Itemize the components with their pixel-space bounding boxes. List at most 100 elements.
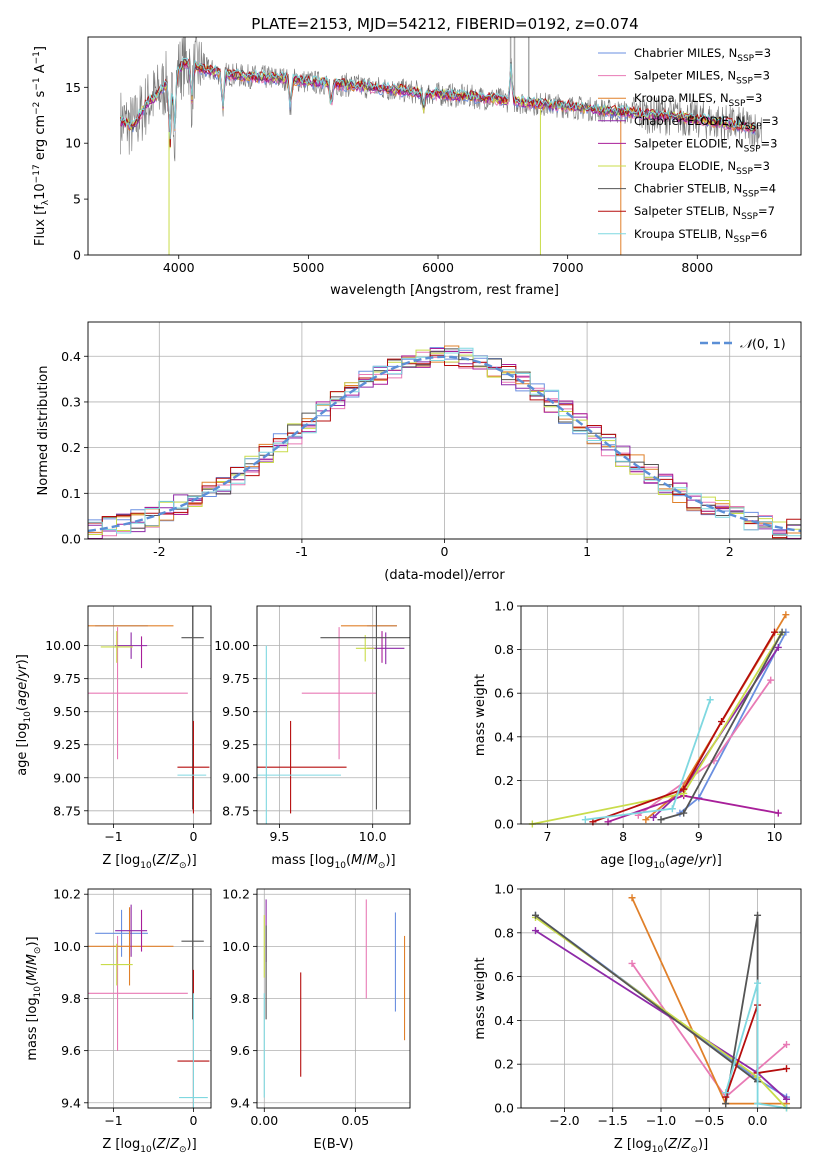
axes-residuals: -2 -1 0 1 2 0.0 0.1 0.2 0.3 0.4 𝒩(0, 1) (data-model… xyxy=(36,321,802,583)
x-axis-label: mass [log10(M/M⊙)] xyxy=(271,853,395,871)
line-kroupa_stelib xyxy=(724,982,787,1109)
legend-args: (0, 1) xyxy=(752,336,786,351)
x-axis-label: age [log10(age/yr)] xyxy=(600,853,722,871)
normal-curve xyxy=(88,355,801,533)
y-tick-label: 0.4 xyxy=(61,349,81,364)
y-tick-label: 0.2 xyxy=(61,440,81,455)
marker-kroupa_stelib xyxy=(706,696,714,704)
label-part: age [log xyxy=(15,723,30,776)
label-part: −1 xyxy=(32,51,42,64)
label-part: ( xyxy=(665,853,670,868)
x-tick-label: 0 xyxy=(441,544,449,559)
y-tick-label: 9.8 xyxy=(230,991,250,1006)
marker-kroupa_miles xyxy=(642,816,650,824)
label-part: =3 xyxy=(761,136,778,150)
line-kroupa_elodie xyxy=(532,633,782,825)
x-tick-label: 8000 xyxy=(681,260,713,275)
x-tick-label: 7000 xyxy=(552,260,584,275)
label-part: −17 xyxy=(32,164,42,183)
marker-kroupa_miles xyxy=(782,611,790,619)
label-part: ⊙ xyxy=(179,1145,187,1155)
y-tick-label: 0.0 xyxy=(494,817,514,832)
line-kroupa_miles xyxy=(645,614,787,821)
x-tick-label: 0.00 xyxy=(250,1113,278,1128)
y-tick-label: 0.6 xyxy=(494,686,514,701)
label-part: Chabrier ELODIE, N xyxy=(634,114,745,128)
y-axis-label: Flux [fλ10−17 erg cm−2 s−1 A−1] xyxy=(32,46,51,246)
marker-chabrier_stelib xyxy=(531,911,539,919)
marker-chabrier_elodie xyxy=(774,643,782,651)
label-part: 10 xyxy=(335,861,347,871)
axes-frame xyxy=(87,888,212,1109)
y-tick-label: 9.6 xyxy=(61,1043,81,1058)
label-part: )] xyxy=(187,853,197,868)
x-tick-label: 10 xyxy=(767,829,783,844)
label-part: ⊙ xyxy=(33,947,43,955)
x-tick-label: 0 xyxy=(189,829,197,844)
lines xyxy=(528,611,790,828)
label-part: ( xyxy=(663,1137,668,1152)
x-tick-label: -1 xyxy=(296,544,308,559)
data-spectrum xyxy=(120,37,763,162)
y-tick-label: 0.0 xyxy=(494,1101,514,1116)
axes-frame xyxy=(520,605,802,825)
axes-frame xyxy=(256,888,411,1109)
line-salpeter_elodie xyxy=(607,794,779,823)
label-part: / xyxy=(15,677,30,682)
y-tick-label: 0.4 xyxy=(494,1013,514,1028)
label-part: ( xyxy=(152,1137,157,1152)
label-part: =3 xyxy=(745,91,762,105)
legend-entry: Chabrier STELIB, NSSP=4 xyxy=(634,182,776,200)
marker-chabrier_stelib xyxy=(754,911,762,919)
x-axis-label: E(B-V) xyxy=(313,1137,353,1152)
label-part: ( xyxy=(152,853,157,868)
legend-entry: Chabrier MILES, NSSP=3 xyxy=(634,46,771,64)
label-part: −1 xyxy=(32,77,42,90)
axes-frame xyxy=(87,605,212,825)
x-axis-label: Z [log10(Z/Z⊙)] xyxy=(102,1137,196,1155)
y-tick-label: 9.25 xyxy=(222,737,250,752)
x-tick-label: −1.5 xyxy=(598,1113,628,1128)
marker-salpeter_miles xyxy=(783,1040,791,1048)
label-part: Salpeter MILES, N xyxy=(634,69,736,83)
model-kroupa_stelib xyxy=(119,57,756,140)
label-part: ( xyxy=(25,981,40,986)
marker-salpeter_stelib xyxy=(771,628,779,636)
y-tick-label: 1.0 xyxy=(494,599,514,614)
label-part: mass [log xyxy=(271,853,334,868)
y-tick-label: 9.50 xyxy=(222,704,250,719)
label-part: age xyxy=(15,682,30,706)
y-tick-label: 9.75 xyxy=(53,671,81,686)
y-axis-label: mass [log10(M/M⊙)] xyxy=(25,936,43,1060)
label-part: Z [log xyxy=(614,1137,652,1152)
axes-frame xyxy=(87,36,802,256)
x-tick-label: 1 xyxy=(583,544,591,559)
label-part: SSP xyxy=(734,235,751,245)
marker-kroupa_stelib xyxy=(754,1100,762,1108)
y-tick-label: 0.8 xyxy=(494,642,514,657)
label-part: M xyxy=(25,970,40,981)
marker-kroupa_stelib xyxy=(668,805,676,813)
y-tick-label: 0.0 xyxy=(61,532,81,547)
label-part: SSP xyxy=(744,144,761,154)
lines xyxy=(531,894,791,1112)
y-tick-label: 0.6 xyxy=(494,969,514,984)
y-tick-label: 9.00 xyxy=(53,770,81,785)
label-part: 10 xyxy=(653,861,665,871)
marker-salpeter_miles xyxy=(767,676,775,684)
label-part: ⊙ xyxy=(179,861,187,871)
x-tick-label: 9 xyxy=(695,829,703,844)
label-part: )] xyxy=(698,1137,708,1152)
label-part: =3 xyxy=(762,114,779,128)
marker-salpeter_stelib xyxy=(783,1065,791,1073)
label-part: M xyxy=(367,853,378,868)
legend-entry: Salpeter MILES, NSSP=3 xyxy=(634,69,770,87)
label-part: 10 xyxy=(33,183,48,200)
label-part: ] xyxy=(33,46,48,51)
axes-mass_weight_vs_Z: −2.0 −1.5 −1.0 −0.5 0.0 0.0 0.2 0.4 0.6 0.8 1.0 Z [… xyxy=(473,882,802,1155)
x-tick-label: −1 xyxy=(104,1113,122,1128)
label-part: Kroupa MILES, N xyxy=(634,91,729,105)
errorbars xyxy=(263,899,406,1098)
legend-entry: Salpeter ELODIE, NSSP=3 xyxy=(634,136,777,154)
y-tick-label: 9.25 xyxy=(53,737,81,752)
